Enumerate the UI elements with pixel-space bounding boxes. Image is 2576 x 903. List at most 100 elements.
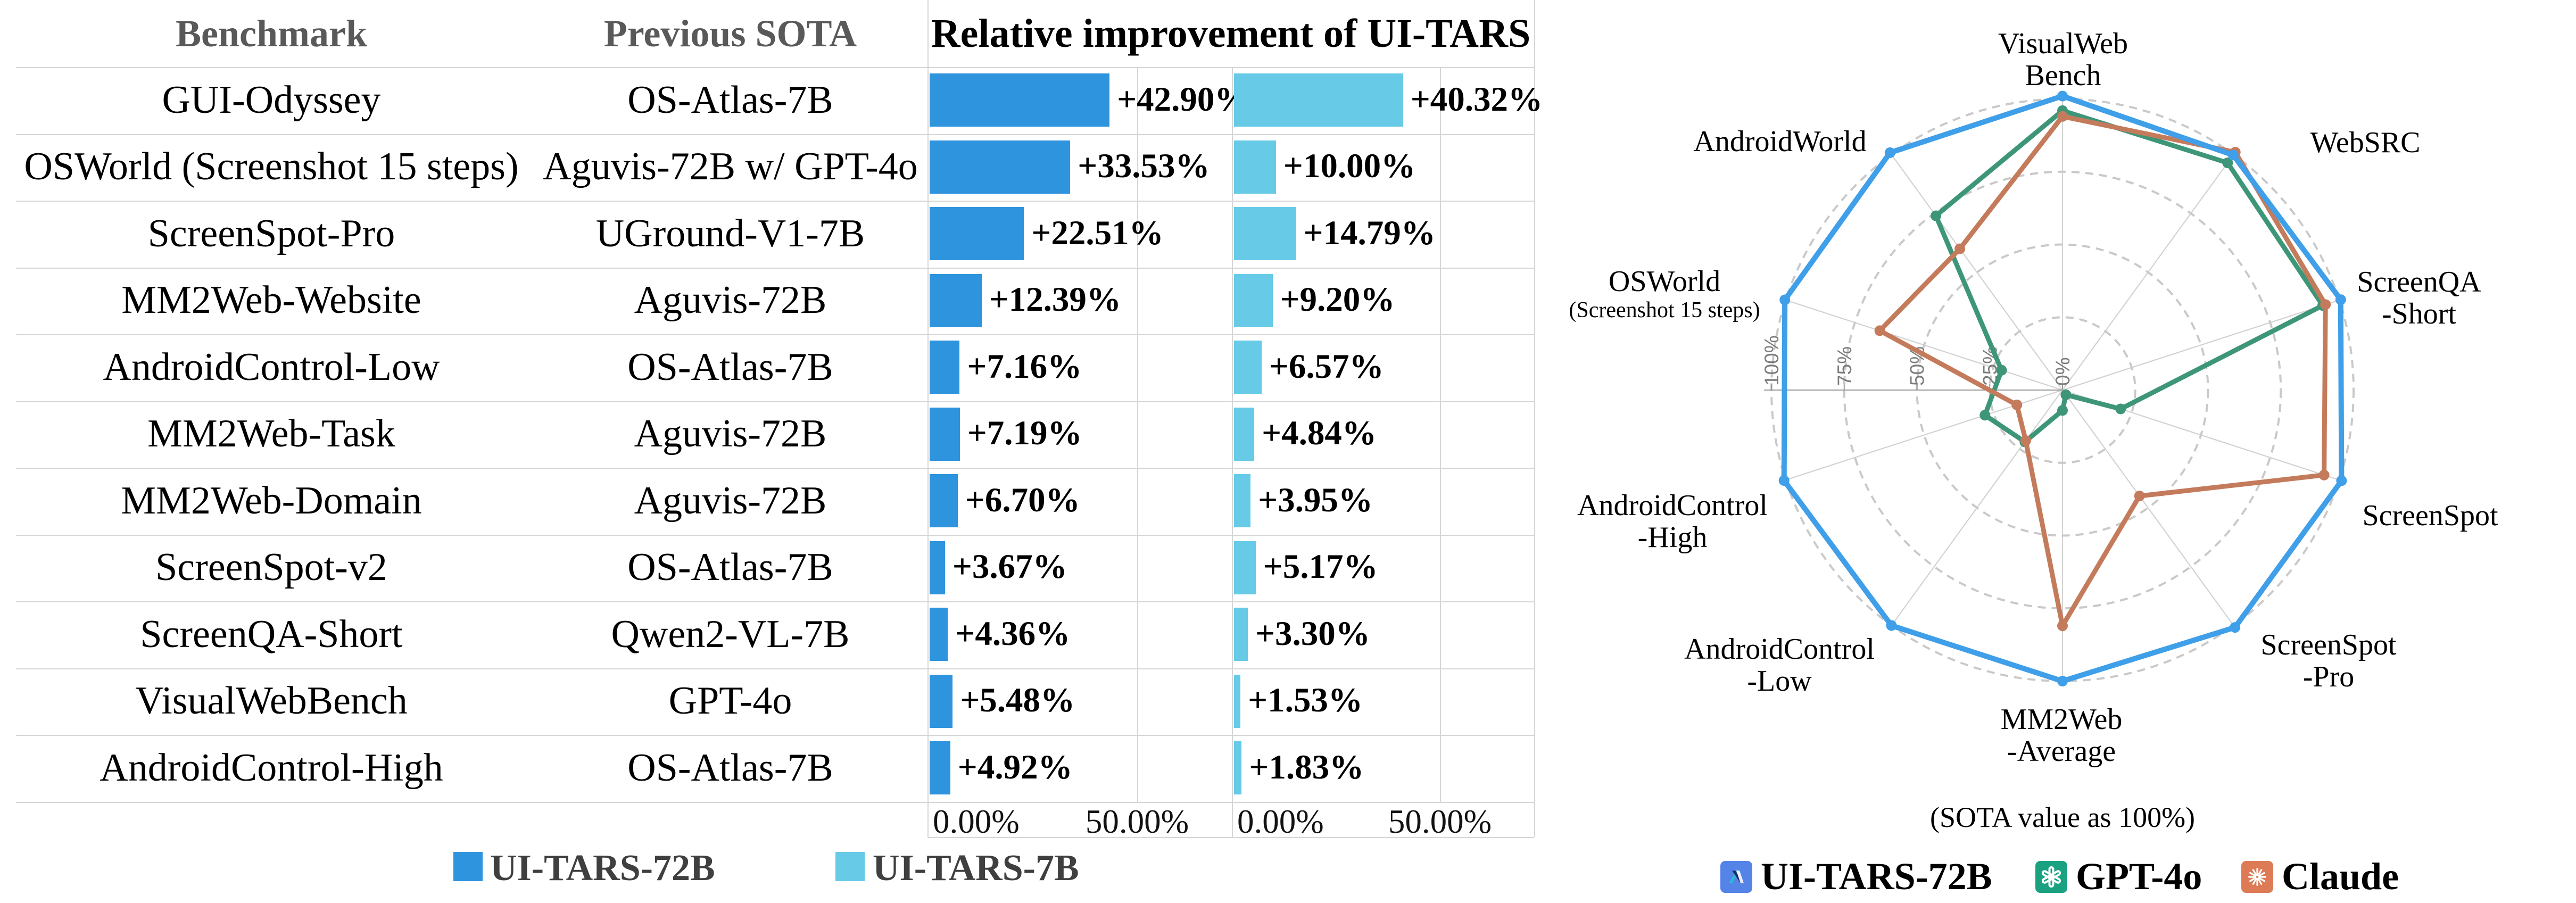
radar-legend-item-gpt-4o: GPT-4o bbox=[2035, 855, 2202, 899]
bar-ui-tars-7b bbox=[1234, 274, 1273, 327]
legend-label-ui-tars-7b: UI-TARS-7B bbox=[873, 848, 1079, 889]
bar-value-ui-tars-72b: +7.16% bbox=[967, 347, 1082, 386]
row-separator bbox=[16, 201, 1534, 202]
benchmark-name: OSWorld (Screenshot 15 steps) bbox=[24, 145, 519, 189]
bar-value-ui-tars-7b: +9.20% bbox=[1280, 280, 1395, 319]
axis-tick-50-col1: 50.00% bbox=[1085, 803, 1189, 840]
radar-axis-label: AndroidWorld bbox=[1693, 125, 1867, 158]
claude-ray bbox=[2258, 872, 2265, 877]
row-separator bbox=[16, 134, 1534, 135]
radar-axis-label: ScreenSpot bbox=[2362, 499, 2498, 532]
bar-ui-tars-7b bbox=[1234, 608, 1248, 661]
table-row: MM2Web-Task Aguvis-72B +7.19% +4.84% bbox=[0, 401, 2576, 468]
bar-value-ui-tars-7b: +3.30% bbox=[1255, 614, 1370, 653]
bar-ui-tars-7b bbox=[1234, 541, 1256, 594]
claude-ray bbox=[2257, 868, 2263, 876]
radar-vertex bbox=[2057, 405, 2068, 416]
benchmark-name: MM2Web-Domain bbox=[121, 478, 422, 523]
radar-vertex bbox=[1779, 294, 1791, 305]
radar-vertex bbox=[2057, 111, 2068, 122]
table-row: ScreenSpot-v2 OS-Atlas-7B +3.67% +5.17% bbox=[0, 535, 2576, 602]
table-row: AndroidControl-Low OS-Atlas-7B +7.16% +6.57… bbox=[0, 334, 2576, 401]
claude-ray bbox=[2258, 876, 2265, 882]
axis-tick-50-col2: 50.00% bbox=[1388, 803, 1492, 840]
radar-vertex bbox=[2227, 150, 2239, 161]
row-separator bbox=[16, 534, 1534, 536]
claude-ray bbox=[2257, 877, 2263, 885]
radar-axis-label: OSWorld (Screenshot 15 steps) bbox=[1569, 265, 1760, 322]
bar-value-ui-tars-72b: +5.48% bbox=[960, 681, 1075, 720]
bar-value-ui-tars-7b: +4.84% bbox=[1262, 414, 1377, 453]
bar-value-ui-tars-72b: +33.53% bbox=[1078, 147, 1210, 186]
bar-value-ui-tars-7b: +10.00% bbox=[1283, 147, 1416, 186]
radar-spoke bbox=[2062, 299, 2340, 391]
row-separator bbox=[16, 668, 1534, 669]
radar-tick-label: 0% bbox=[2052, 358, 2074, 386]
bar-value-ui-tars-7b: +14.79% bbox=[1303, 213, 1436, 252]
axis-tick-0-col2: 0.00% bbox=[1237, 803, 1324, 840]
bar-ui-tars-72b bbox=[930, 341, 960, 394]
radar-vertex bbox=[1931, 210, 1942, 221]
radar-vertex bbox=[2336, 475, 2347, 486]
bar-value-ui-tars-72b: +7.19% bbox=[967, 414, 1082, 453]
radar-vertex bbox=[1979, 410, 1991, 421]
radar-vertex bbox=[2335, 294, 2346, 305]
bar-ui-tars-72b bbox=[930, 207, 1024, 260]
bar-ui-tars-72b bbox=[930, 407, 960, 461]
radar-axis-label: VisualWeb Bench bbox=[1998, 27, 2128, 92]
benchmark-name: ScreenSpot-v2 bbox=[155, 545, 387, 590]
bar-ui-tars-7b bbox=[1234, 741, 1242, 794]
radar-vertex bbox=[2060, 389, 2072, 400]
table-row: ScreenQA-Short Qwen2-VL-7B +4.36% +3.30% bbox=[0, 601, 2576, 668]
radar-vertex bbox=[2222, 158, 2233, 168]
benchmark-name: VisualWebBench bbox=[135, 679, 408, 723]
ui-tars-logo-icon bbox=[1720, 860, 1752, 893]
radar-vertex bbox=[2115, 403, 2126, 415]
previous-sota-name: Aguvis-72B bbox=[634, 412, 827, 456]
column-header-benchmark: Benchmark bbox=[176, 12, 367, 55]
gridline-col1-zero bbox=[927, 0, 929, 837]
previous-sota-name: Qwen2-VL-7B bbox=[611, 612, 850, 656]
previous-sota-name: UGround-V1-7B bbox=[595, 211, 865, 255]
bar-ui-tars-7b bbox=[1234, 407, 1255, 461]
gridline-col2-zero bbox=[1232, 67, 1233, 837]
claude-ray bbox=[2249, 872, 2257, 877]
benchmark-name: MM2Web-Website bbox=[121, 278, 421, 322]
bar-ui-tars-7b bbox=[1234, 140, 1276, 194]
axis-tick-0-col1: 0.00% bbox=[933, 803, 1020, 840]
claude-ray bbox=[2248, 875, 2256, 878]
radar-axis-label: ScreenQA -Short bbox=[2357, 266, 2481, 330]
gridline-col1-50pct bbox=[1137, 67, 1138, 802]
radar-vertex bbox=[2020, 435, 2031, 446]
row-separator bbox=[16, 267, 1534, 269]
bar-ui-tars-7b bbox=[1234, 674, 1241, 728]
row-separator bbox=[16, 401, 1534, 402]
column-header-previous-sota: Previous SOTA bbox=[603, 12, 857, 55]
radar-vertex bbox=[1886, 620, 1897, 631]
radar-vertex bbox=[2057, 676, 2068, 686]
table-row: GUI-Odyssey OS-Atlas-7B +42.90% +40.32% bbox=[0, 67, 2576, 134]
radar-vertex bbox=[1884, 147, 1895, 158]
bar-ui-tars-72b bbox=[930, 674, 953, 728]
radar-axis-label: ScreenSpot -Pro bbox=[2260, 628, 2397, 693]
radar-axis-label: MM2Web -Average bbox=[2000, 703, 2123, 768]
claude-ray bbox=[2258, 875, 2266, 878]
bar-ui-tars-7b bbox=[1234, 73, 1403, 127]
bar-value-ui-tars-7b: +40.32% bbox=[1410, 80, 1543, 119]
benchmark-name: ScreenSpot-Pro bbox=[147, 211, 395, 255]
bar-chart-title: Relative improvement of UI-TARS bbox=[931, 11, 1531, 56]
radar-vertex bbox=[2134, 491, 2145, 502]
row-separator bbox=[16, 735, 1534, 736]
bar-ui-tars-7b bbox=[1234, 341, 1262, 394]
radar-legend-label-ui-tars-72b: UI-TARS-72B bbox=[1761, 855, 1992, 898]
bar-value-ui-tars-7b: +1.53% bbox=[1248, 681, 1363, 720]
gridline-col2-50pct bbox=[1440, 67, 1441, 802]
radar-chart: 0%25%50%75%100% bbox=[1761, 90, 2355, 686]
bar-value-ui-tars-7b: +6.57% bbox=[1269, 347, 1384, 386]
radar-spoke bbox=[2062, 390, 2234, 626]
radar-legend-item-ui-tars-72b: UI-TARS-72B bbox=[1720, 855, 1992, 899]
table-row: MM2Web-Domain Aguvis-72B +6.70% +3.95% bbox=[0, 468, 2576, 535]
radar-vertex bbox=[2011, 399, 2023, 410]
radar-legend-item-claude: Claude bbox=[2241, 855, 2399, 899]
